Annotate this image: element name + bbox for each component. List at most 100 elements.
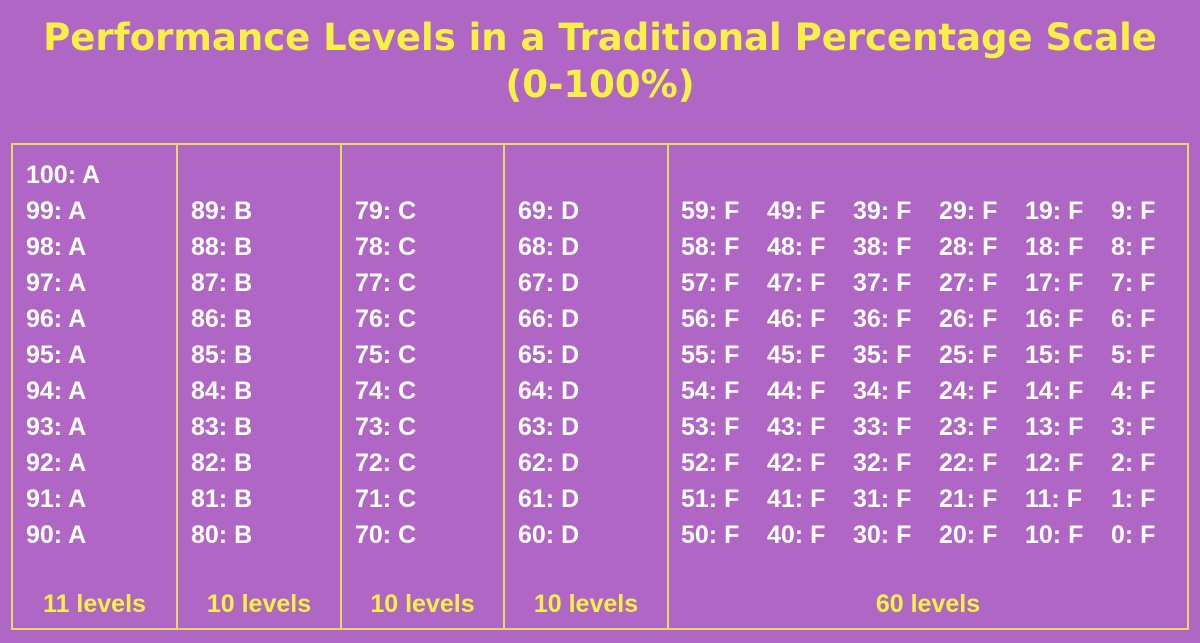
grade-item: 20: F bbox=[939, 521, 998, 549]
grade-item: 58: F bbox=[681, 233, 740, 261]
grade-item: 38: F bbox=[853, 233, 912, 261]
grade-item: 23: F bbox=[939, 413, 998, 441]
grade-item: 1: F bbox=[1111, 485, 1156, 513]
grade-item: 93: A bbox=[26, 413, 87, 441]
grade-item: 82: B bbox=[191, 449, 253, 477]
grade-item: 18: F bbox=[1025, 233, 1084, 261]
grade-item: 70: C bbox=[355, 521, 417, 549]
grade-item: 7: F bbox=[1111, 269, 1156, 297]
grade-item: 50: F bbox=[681, 521, 740, 549]
grade-item: 19: F bbox=[1025, 197, 1084, 225]
grade-item: 66: D bbox=[518, 305, 580, 333]
grade-item: 48: F bbox=[767, 233, 826, 261]
grade-column-a: 100: A 99: A 98: A 97: A 96: A 95: A 94:… bbox=[13, 145, 178, 628]
grade-item: 32: F bbox=[853, 449, 912, 477]
grade-item: 73: C bbox=[355, 413, 417, 441]
grade-item: 21: F bbox=[939, 485, 998, 513]
grade-item: 77: C bbox=[355, 269, 417, 297]
grade-item: 22: F bbox=[939, 449, 998, 477]
grade-item: 2: F bbox=[1111, 449, 1156, 477]
grade-item: 67: D bbox=[518, 269, 580, 297]
grade-item: 72: C bbox=[355, 449, 417, 477]
grade-item: 76: C bbox=[355, 305, 417, 333]
grade-item: 71: C bbox=[355, 485, 417, 513]
grade-item: 85: B bbox=[191, 341, 253, 369]
grade-item: 53: F bbox=[681, 413, 740, 441]
grade-column-b: 89: B 88: B 87: B 86: B 85: B 84: B 83: … bbox=[178, 145, 342, 628]
grade-table: 100: A 99: A 98: A 97: A 96: A 95: A 94:… bbox=[11, 143, 1189, 630]
level-count-c: 10 levels bbox=[370, 590, 475, 618]
grade-item: 89: B bbox=[191, 197, 253, 225]
grade-item: 30: F bbox=[853, 521, 912, 549]
grade-item: 98: A bbox=[26, 233, 87, 261]
grade-item: 11: F bbox=[1025, 485, 1082, 513]
grade-item: 6: F bbox=[1111, 305, 1156, 333]
grade-item: 45: F bbox=[767, 341, 826, 369]
grade-item: 47: F bbox=[767, 269, 826, 297]
grade-item: 83: B bbox=[191, 413, 253, 441]
grade-list-a: 100: A 99: A 98: A 97: A 96: A 95: A 94:… bbox=[26, 157, 100, 553]
grade-item: 95: A bbox=[26, 341, 87, 369]
title-line-2: (0-100%) bbox=[505, 63, 695, 106]
grade-item: 27: F bbox=[939, 269, 998, 297]
title-line-1: Performance Levels in a Traditional Perc… bbox=[43, 16, 1157, 59]
grade-item: 13: F bbox=[1025, 413, 1084, 441]
grade-item: 31: F bbox=[853, 485, 912, 513]
grade-item: 44: F bbox=[767, 377, 826, 405]
grade-item: 28: F bbox=[939, 233, 998, 261]
page-title: Performance Levels in a Traditional Perc… bbox=[0, 14, 1200, 108]
grade-item: 68: D bbox=[518, 233, 580, 261]
grade-item: 37: F bbox=[853, 269, 912, 297]
grade-item: 86: B bbox=[191, 305, 253, 333]
grade-item: 55: F bbox=[681, 341, 740, 369]
grade-item: 35: F bbox=[853, 341, 912, 369]
grade-item: 15: F bbox=[1025, 341, 1084, 369]
grade-list-d: 69: D 68: D 67: D 66: D 65: D 64: D 63: … bbox=[518, 193, 579, 553]
f-subcolumn: 29: F 28: F 27: F 26: F 25: F 24: F 23: … bbox=[939, 193, 1025, 553]
grade-item: 17: F bbox=[1025, 269, 1084, 297]
grade-item: 0: F bbox=[1111, 521, 1156, 549]
grade-item: 51: F bbox=[681, 485, 740, 513]
grade-item: 60: D bbox=[518, 521, 580, 549]
grade-item: 41: F bbox=[767, 485, 826, 513]
grade-item: 42: F bbox=[767, 449, 826, 477]
grade-item: 29: F bbox=[939, 197, 998, 225]
grade-item: 3: F bbox=[1111, 413, 1156, 441]
grade-item: 88: B bbox=[191, 233, 253, 261]
grade-item: 64: D bbox=[518, 377, 580, 405]
grade-item: 39: F bbox=[853, 197, 912, 225]
grade-item: 40: F bbox=[767, 521, 826, 549]
f-subcolumn: 19: F 18: F 17: F 16: F 15: F 14: F 13: … bbox=[1025, 193, 1111, 553]
grade-item: 52: F bbox=[681, 449, 740, 477]
grade-item: 81: B bbox=[191, 485, 253, 513]
grade-column-c: 79: C 78: C 77: C 76: C 75: C 74: C 73: … bbox=[342, 145, 505, 628]
grade-item: 12: F bbox=[1025, 449, 1084, 477]
grade-item: 9: F bbox=[1111, 197, 1156, 225]
grade-item: 33: F bbox=[853, 413, 912, 441]
grade-item: 59: F bbox=[681, 197, 740, 225]
grade-item: 96: A bbox=[26, 305, 87, 333]
grade-item: 63: D bbox=[518, 413, 580, 441]
grade-item: 36: F bbox=[853, 305, 912, 333]
grade-item: 84: B bbox=[191, 377, 253, 405]
grade-item: 92: A bbox=[26, 449, 87, 477]
grade-item: 94: A bbox=[26, 377, 87, 405]
grade-item: 97: A bbox=[26, 269, 87, 297]
grade-list-f: 59: F 58: F 57: F 56: F 55: F 54: F 53: … bbox=[681, 193, 1171, 553]
grade-column-d: 69: D 68: D 67: D 66: D 65: D 64: D 63: … bbox=[505, 145, 669, 628]
grade-item: 34: F bbox=[853, 377, 912, 405]
grade-item: 80: B bbox=[191, 521, 253, 549]
grade-item: 4: F bbox=[1111, 377, 1156, 405]
grade-list-c: 79: C 78: C 77: C 76: C 75: C 74: C 73: … bbox=[355, 193, 416, 553]
grade-item: 61: D bbox=[518, 485, 580, 513]
grade-item: 49: F bbox=[767, 197, 826, 225]
f-subcolumn: 39: F 38: F 37: F 36: F 35: F 34: F 33: … bbox=[853, 193, 939, 553]
grade-item: 87: B bbox=[191, 269, 253, 297]
grade-item: 74: C bbox=[355, 377, 417, 405]
grade-item: 99: A bbox=[26, 197, 87, 225]
level-count-f: 60 levels bbox=[875, 590, 981, 618]
grade-item: 10: F bbox=[1025, 521, 1084, 549]
grade-item: 5: F bbox=[1111, 341, 1156, 369]
grade-list-b: 89: B 88: B 87: B 86: B 85: B 84: B 83: … bbox=[191, 193, 252, 553]
grade-item: 24: F bbox=[939, 377, 998, 405]
